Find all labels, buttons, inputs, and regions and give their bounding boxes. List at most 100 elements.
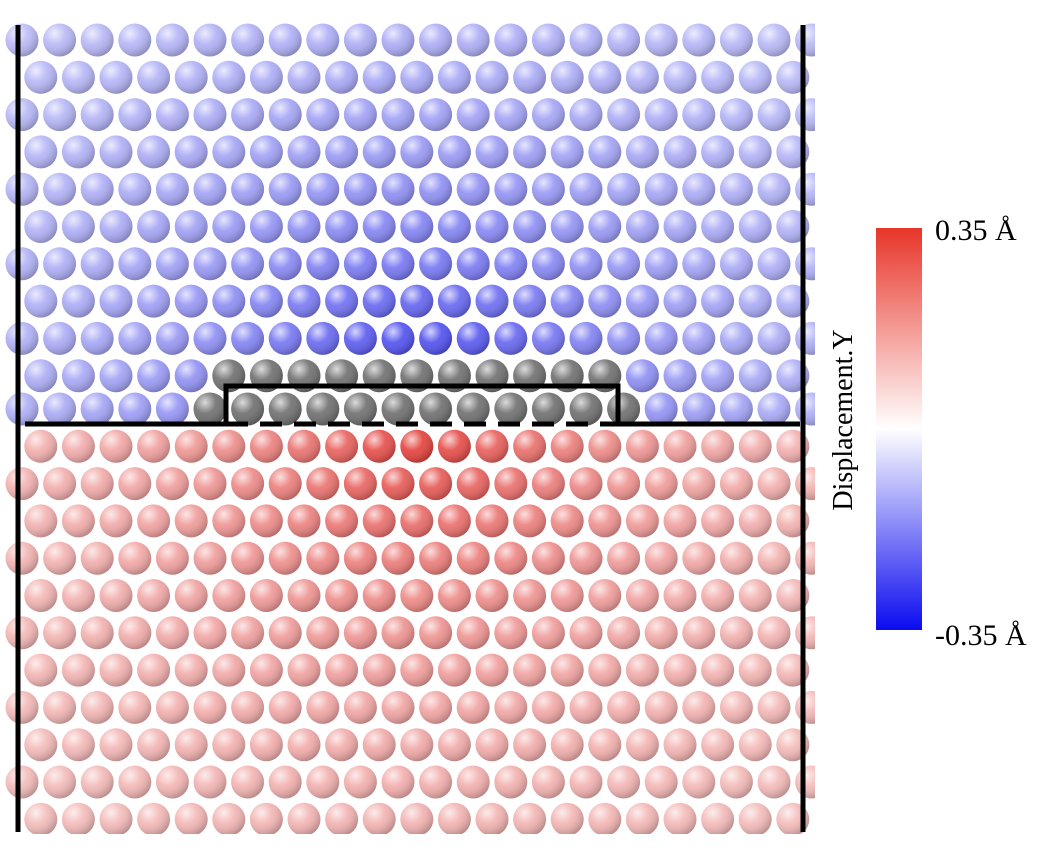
atom-shading [99,802,133,834]
atom-shading [550,579,584,612]
atom-shading [155,467,189,501]
atom-shading [24,135,58,169]
atom-shading [531,765,565,799]
atom-shading [99,135,133,169]
atom-shading [268,690,302,724]
atom [118,840,151,864]
atom-shading [570,840,603,864]
atom-shading [80,247,114,281]
atom-shading [494,616,528,650]
atom-shading [231,23,265,57]
atom-shading [381,321,415,355]
atom-shading [531,98,565,132]
atom-shading [456,541,490,575]
atom-shading [494,840,527,864]
atom-shading [513,653,547,687]
atom-shading [513,60,547,94]
atom-shading [682,765,716,799]
atom-shading [663,802,697,834]
atom-shading [663,653,697,687]
atom-shading [137,210,171,243]
atom-shading [80,467,114,501]
atom-shading [137,359,171,393]
atom-shading [306,467,340,501]
atom-shading [456,23,490,57]
atom [306,840,339,864]
atom [269,840,302,864]
atom-shading [306,321,340,355]
atom-shading [625,60,659,94]
atom-shading [607,765,641,799]
atom-shading [287,579,321,612]
atom-shading [625,653,659,687]
atom-shading [738,802,772,834]
atom-shading [268,23,302,57]
atom-shading [287,135,321,169]
atom-shading [531,247,565,281]
atom-shading [118,23,152,57]
atom-shading [231,392,265,426]
atom-shading [268,541,302,575]
atom-shading [212,135,246,169]
atom-shading [663,60,697,94]
atom-shading [682,172,716,206]
atom-shading [757,541,791,575]
atom-shading [306,765,340,799]
atom-shading [61,60,95,94]
atom-shading [362,802,396,834]
atom-shading [325,210,359,243]
atom-shading [475,579,509,612]
atom-shading [494,467,528,501]
atom-shading [343,690,377,724]
atom-shading [719,247,753,281]
atom [720,840,753,864]
atom-shading [137,579,171,612]
atom-shading [644,98,678,132]
atom-shading [644,690,678,724]
atom-shading [531,616,565,650]
atom-shading [80,321,114,355]
atom-shading [80,690,114,724]
atom-shading [155,98,189,132]
atom-shading [419,392,453,426]
atom-shading [118,616,152,650]
atom-shading [249,504,283,538]
atom-shading [607,247,641,281]
atom-shading [719,467,753,501]
atom-shading [362,579,396,612]
atom-shading [287,429,321,463]
atom-shading [269,840,302,864]
atom-shading [569,98,603,132]
atom-shading [362,728,396,762]
atom-shading [400,284,434,318]
atom-shading [194,840,227,864]
atom-shading [174,579,208,612]
atom-shading [231,321,265,355]
atom-shading [494,23,528,57]
atom-shading [80,392,114,426]
atom-shading [306,392,340,426]
atom-shading [419,541,453,575]
atom-shading [99,504,133,538]
atom-shading [118,98,152,132]
atom-shading [607,616,641,650]
atom-shading [99,653,133,687]
atom-shading [61,210,95,243]
atom-shading [381,765,415,799]
atom-shading [43,690,77,724]
atom-shading [287,802,321,834]
atom-shading [757,247,791,281]
atom-shading [437,504,471,538]
atom-shading [400,579,434,612]
atom-shading [268,467,302,501]
atom-shading [174,210,208,243]
atom-shading [757,616,791,650]
atom-shading [268,98,302,132]
atom-shading [118,247,152,281]
atom-shading [531,392,565,426]
atom-shading [701,728,735,762]
atom-shading [644,247,678,281]
atom-shading [268,392,302,426]
atom-shading [268,765,302,799]
atom-shading [682,840,715,864]
